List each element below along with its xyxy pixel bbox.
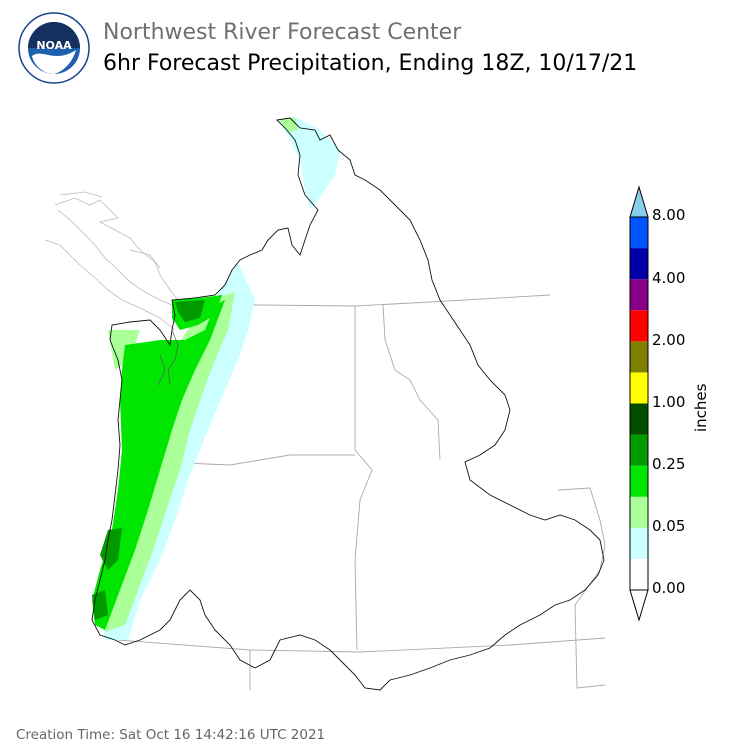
colorbar-segment xyxy=(630,465,648,497)
colorbar-segment xyxy=(630,403,648,435)
colorbar-under-triangle xyxy=(629,589,649,622)
precip-0.25-1.00 xyxy=(92,300,225,630)
political-borders xyxy=(117,294,606,690)
basin-boundary xyxy=(91,117,605,691)
colorbar-segment xyxy=(630,341,648,373)
colorbar-segment xyxy=(630,496,648,528)
colorbar-tick-2.00: 2.00 xyxy=(652,331,686,349)
colorbar-segment xyxy=(630,372,648,404)
colorbar-tick-0.25: 0.25 xyxy=(652,455,686,473)
precip-dark-patch-1 xyxy=(175,300,205,322)
colorbar-segment xyxy=(630,310,648,342)
colorbar-segment xyxy=(630,248,648,280)
colorbar-segment xyxy=(630,434,648,466)
colorbar-segment xyxy=(630,279,648,311)
svg-text:NOAA: NOAA xyxy=(36,39,72,52)
chart-subtitle: 6hr Forecast Precipitation, Ending 18Z, … xyxy=(103,51,638,76)
chart-title: Northwest River Forecast Center xyxy=(103,20,462,45)
coastline-canada xyxy=(44,191,179,331)
colorbar-units: inches xyxy=(692,383,710,432)
colorbar-segment xyxy=(630,558,648,590)
colorbar-tick-0.00: 0.00 xyxy=(652,579,686,597)
colorbar-tick-0.05: 0.05 xyxy=(652,517,686,535)
precip-north-lightgreen xyxy=(280,117,298,132)
creation-time: Creation Time: Sat Oct 16 14:42:16 UTC 2… xyxy=(16,727,326,743)
colorbar-tick-8.00: 8.00 xyxy=(652,206,686,224)
colorbar-frame xyxy=(629,216,649,591)
colorbar-over-triangle xyxy=(629,185,649,218)
noaa-logo: NOAA xyxy=(18,12,90,84)
precip-lightgreen-coast xyxy=(108,330,140,370)
colorbar-tick-4.00: 4.00 xyxy=(652,269,686,287)
coastline-puget xyxy=(157,329,179,386)
colorbar-segment xyxy=(630,527,648,559)
colorbar-tick-1.00: 1.00 xyxy=(652,393,686,411)
colorbar-segment xyxy=(630,217,648,249)
